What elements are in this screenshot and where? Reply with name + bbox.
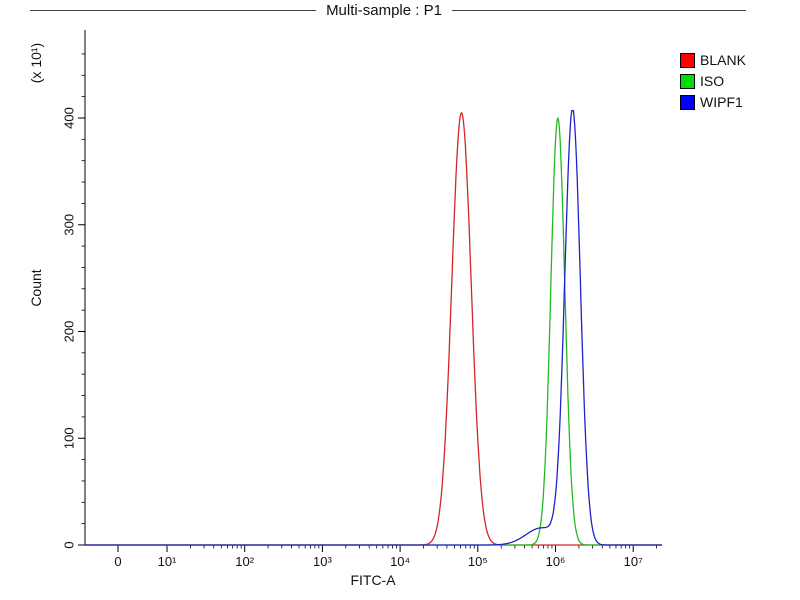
curve-blank [85,112,662,546]
legend-item-blank: BLANK [680,52,746,68]
legend-swatch-blank [680,52,695,68]
axes-lines [84,30,662,546]
x-tick-label: 10⁴ [390,554,410,569]
x-tick-label: 10² [235,554,254,569]
y-tick-label: 200 [62,321,77,343]
y-axis-unit-label: (x 10¹) [28,42,44,84]
x-tick-label: 10⁵ [468,554,488,569]
x-axis-label: FITC-A [350,572,396,588]
legend-label-blank: BLANK [700,52,746,68]
y-tick-label: 0 [62,541,77,548]
legend-item-wipf1: WIPF1 [680,94,746,110]
legend-item-iso: ISO [680,73,746,89]
x-tick-label: 10³ [313,554,332,569]
x-tick-label: 10⁷ [624,554,643,569]
y-tick-label: 100 [62,427,77,449]
x-tick-label: 10¹ [158,554,177,569]
legend: BLANK ISO WIPF1 [680,52,746,115]
legend-swatch-iso [680,73,695,89]
y-tick-label: 300 [62,214,77,236]
chart-title: Multi-sample : P1 [316,2,452,19]
legend-swatch-wipf1 [680,94,695,110]
y-tick-label: 400 [62,107,77,129]
curve-iso [85,117,662,546]
x-tick-label: 10⁶ [546,554,566,569]
curve-wipf1 [85,109,662,546]
y-axis-label: Count [28,269,44,307]
legend-label-wipf1: WIPF1 [700,94,743,110]
legend-label-iso: ISO [700,73,725,89]
x-tick-label: 0 [114,554,121,569]
